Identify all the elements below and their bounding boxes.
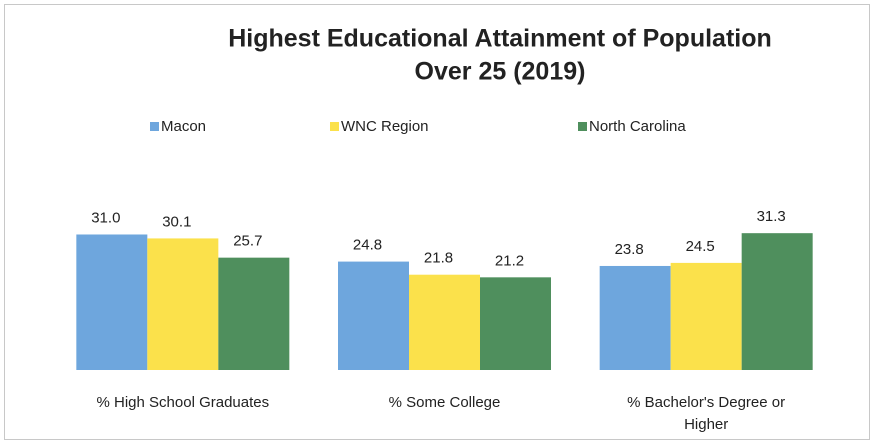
bar (409, 274, 480, 370)
legend-swatch (150, 122, 159, 131)
bar (147, 238, 219, 370)
data-label: 24.8 (353, 237, 382, 254)
legend-label: WNC Region (341, 118, 429, 135)
bar (599, 265, 671, 370)
bar (480, 277, 551, 370)
data-label: 30.1 (162, 213, 191, 230)
bar (338, 261, 409, 370)
chart-title: Highest Educational Attainment of Popula… (228, 25, 772, 53)
chart-title: Over 25 (2019) (415, 58, 586, 86)
legend-swatch (330, 122, 339, 131)
legend-swatch (578, 122, 587, 131)
data-label: 21.2 (495, 252, 524, 269)
data-label: 31.0 (91, 209, 120, 226)
x-tick-label: % High School Graduates (96, 394, 270, 411)
bar (670, 262, 742, 370)
bar (76, 234, 148, 370)
legend-label: North Carolina (589, 118, 686, 135)
data-label: 23.8 (615, 241, 644, 258)
data-label: 24.5 (686, 238, 715, 255)
bar (218, 257, 290, 370)
x-tick-label: % Some College (388, 394, 501, 411)
legend-label: Macon (161, 118, 206, 135)
data-label: 25.7 (233, 233, 262, 250)
data-label: 31.3 (757, 208, 786, 225)
bar (741, 233, 813, 370)
data-label: 21.8 (424, 250, 453, 267)
x-tick-label: % Bachelor's Degree or Higher (627, 394, 786, 433)
